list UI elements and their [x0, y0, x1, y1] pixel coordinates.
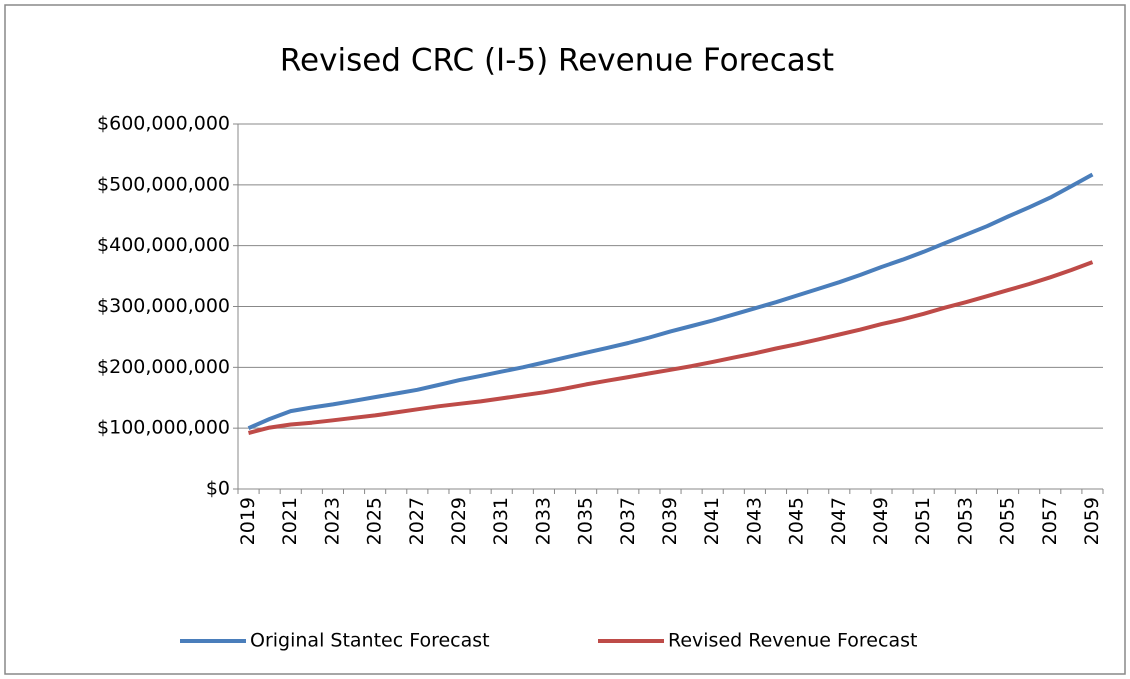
y-tick-label: $0	[206, 478, 230, 500]
legend-label: Revised Revenue Forecast	[668, 630, 917, 652]
x-tick-label: 2059	[1081, 497, 1103, 545]
x-tick-label: 2045	[786, 497, 808, 545]
chart-title: Revised CRC (I-5) Revenue Forecast	[280, 43, 834, 79]
series-line	[248, 260, 1094, 435]
legend-label: Original Stantec Forecast	[250, 630, 490, 652]
y-tick-label: $100,000,000	[97, 417, 230, 439]
x-tick-label: 2043	[743, 497, 765, 545]
x-tick-label: 2037	[617, 497, 639, 545]
x-tick-label: 2025	[364, 497, 386, 545]
x-tick-label: 2029	[448, 497, 470, 545]
x-tick-label: 2049	[870, 497, 892, 545]
y-tick-label: $200,000,000	[97, 356, 230, 378]
x-tick-label: 2051	[912, 497, 934, 545]
series-line	[247, 172, 1094, 431]
x-tick-label: 2057	[1039, 497, 1061, 545]
y-tick-label: $600,000,000	[97, 113, 230, 135]
x-tick-label: 2041	[701, 497, 723, 545]
x-tick-label: 2031	[490, 497, 512, 545]
x-tick-label: 2021	[279, 497, 301, 545]
y-tick-label: $300,000,000	[97, 295, 230, 317]
x-tick-label: 2033	[532, 497, 554, 545]
y-tick-label: $500,000,000	[97, 173, 230, 195]
x-tick-label: 2039	[659, 497, 681, 545]
x-tick-label: 2019	[237, 497, 259, 545]
x-tick-label: 2053	[954, 497, 976, 545]
x-tick-label: 2055	[997, 497, 1019, 545]
x-tick-label: 2047	[828, 497, 850, 545]
y-tick-label: $400,000,000	[97, 234, 230, 256]
x-tick-label: 2027	[406, 497, 428, 545]
chart-border	[4, 4, 1126, 675]
x-tick-label: 2023	[321, 497, 343, 545]
x-tick-label: 2035	[575, 497, 597, 545]
